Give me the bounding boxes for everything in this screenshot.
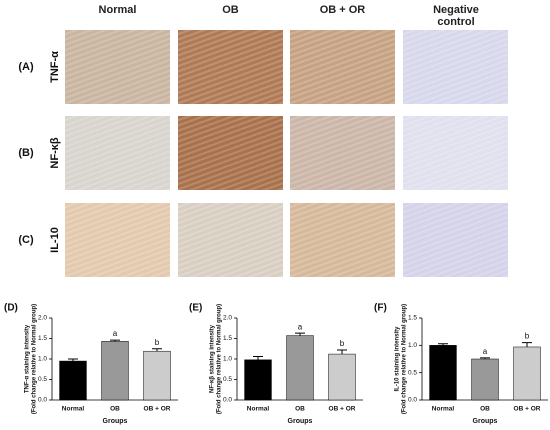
micrograph (178, 30, 283, 104)
micrograph (403, 203, 508, 277)
x-tick-label: OB (110, 406, 120, 413)
micrograph (65, 116, 170, 190)
error-bar (68, 358, 78, 362)
error-bar (522, 342, 532, 347)
row-marker: IL-10 (49, 227, 61, 253)
y-axis-sublabel: (Fold change relative to Normal group) (402, 304, 408, 414)
bar (328, 353, 356, 401)
error-bar (480, 357, 490, 359)
error-bar (295, 332, 305, 336)
bar (286, 335, 314, 401)
y-axis-sublabel: (Fold change relative to Normal group) (32, 304, 38, 414)
micrograph (65, 203, 170, 277)
x-tick-label: OB (295, 406, 305, 413)
significance-letter: a (298, 322, 303, 331)
y-tick-label: 1.5 (223, 335, 232, 342)
panel-label: (E) (189, 303, 202, 314)
row-marker: TNF-α (49, 51, 61, 83)
y-tick-label: 1.0 (408, 342, 417, 349)
significance-letter: b (155, 338, 160, 347)
micrograph (290, 203, 395, 277)
column-header: OB (222, 4, 239, 16)
significance-letter: a (483, 347, 488, 356)
y-tick-label: 1.5 (38, 335, 47, 342)
row-label: (B) (18, 147, 34, 159)
panel-label: (F) (374, 303, 387, 314)
bar (244, 359, 272, 401)
y-tick-label: 2.0 (38, 315, 47, 322)
bar (513, 346, 541, 401)
y-tick-label: 0.5 (223, 376, 232, 383)
y-tick-label: 0.0 (38, 397, 47, 404)
x-tick-label: OB + OR (514, 406, 541, 413)
x-tick-label: OB + OR (144, 406, 171, 413)
error-bar (337, 349, 347, 355)
bar (101, 341, 129, 401)
bar (143, 350, 171, 401)
column-header: Negative control (433, 4, 479, 28)
x-axis-label: Groups (288, 418, 313, 425)
micrograph (290, 30, 395, 104)
x-tick-label: Normal (62, 406, 85, 413)
column-header: OB + OR (319, 4, 366, 16)
x-axis-label: Groups (103, 418, 128, 425)
micrograph (178, 116, 283, 190)
row-label: (C) (18, 234, 34, 246)
x-tick-label: Normal (432, 406, 455, 413)
micrograph (65, 30, 170, 104)
x-axis-label: Groups (473, 418, 498, 425)
x-tick-label: Normal (247, 406, 270, 413)
significance-letter: b (340, 339, 345, 348)
row-label: (A) (18, 61, 34, 73)
column-header: Normal (98, 4, 137, 16)
y-tick-label: 1.0 (38, 356, 47, 363)
y-tick-label: 1.0 (223, 356, 232, 363)
error-bar (110, 339, 120, 342)
y-axis-label: IL-10 staining intensity (395, 326, 401, 392)
y-tick-label: 1.5 (408, 315, 417, 322)
significance-letter: b (525, 332, 530, 341)
y-tick-label: 2.0 (223, 315, 232, 322)
micrograph (403, 30, 508, 104)
x-tick-label: OB + OR (329, 406, 356, 413)
y-axis-label: TNF-α staining intensity (25, 324, 31, 393)
error-bar (438, 343, 448, 346)
bar (429, 345, 457, 401)
panel-label: (D) (4, 303, 18, 314)
micrograph (178, 203, 283, 277)
x-tick-label: OB (480, 406, 490, 413)
y-axis-sublabel: (Fold change relative to Normal group) (217, 304, 223, 414)
micrograph (290, 116, 395, 190)
y-tick-label: 0.5 (38, 376, 47, 383)
bar (471, 358, 499, 401)
bar (59, 360, 87, 401)
error-bar (152, 348, 162, 352)
y-tick-label: 0.0 (223, 397, 232, 404)
micrograph (403, 116, 508, 190)
y-tick-label: 0.0 (408, 397, 417, 404)
row-marker: NF-κβ (49, 137, 61, 168)
y-axis-label: NF-κβ staining intensity (210, 324, 216, 393)
y-tick-label: 0.5 (408, 369, 417, 376)
significance-letter: a (113, 329, 118, 338)
error-bar (253, 356, 263, 360)
